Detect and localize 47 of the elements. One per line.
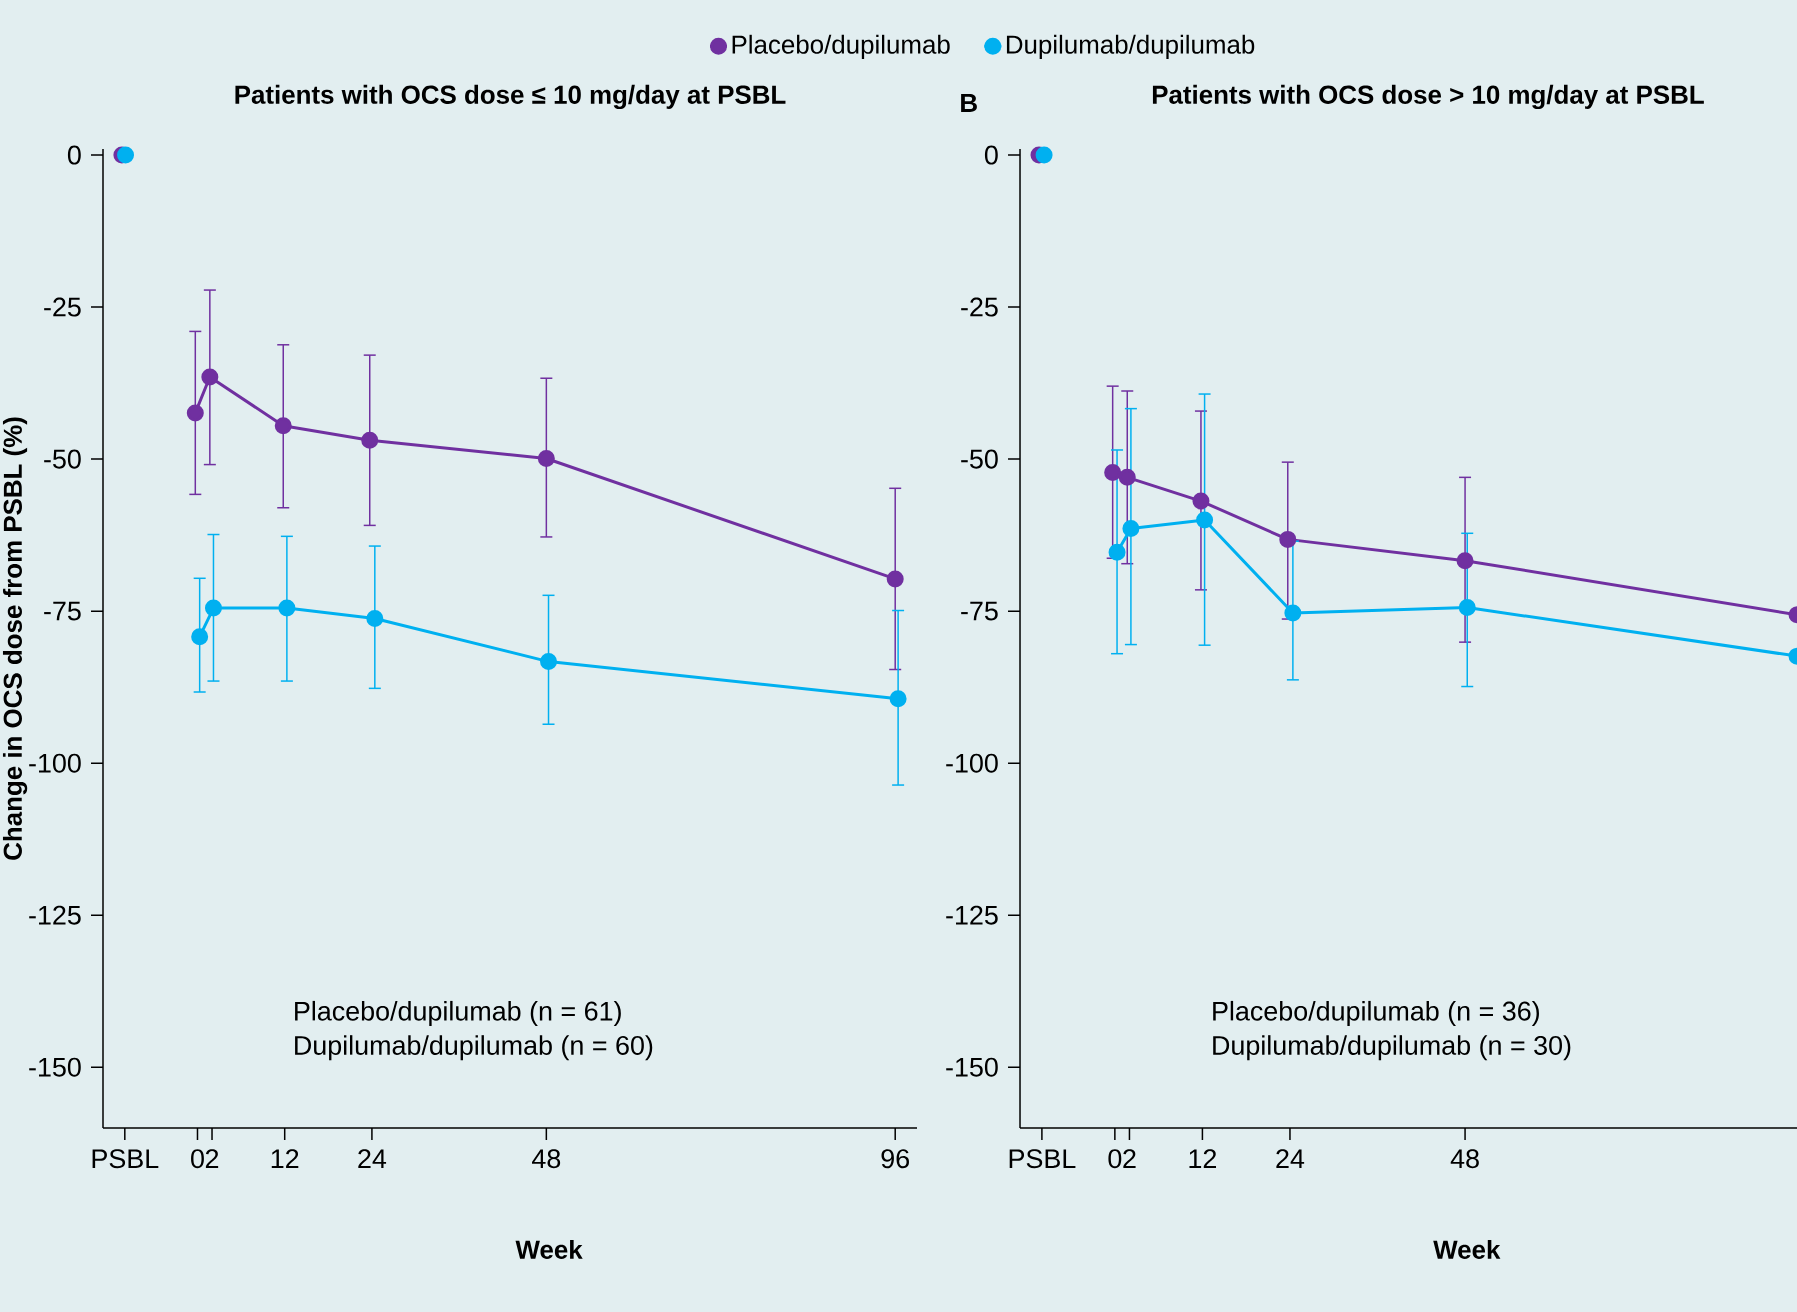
point [201, 368, 219, 386]
x-tick-label: 12 [1189, 1149, 1217, 1168]
y-tick-label: 0 [67, 145, 81, 165]
y-tick-label: -125 [946, 905, 998, 925]
point [361, 431, 379, 449]
point [537, 450, 555, 467]
x-tick-label: 0 [1108, 1149, 1122, 1169]
y-tick-label: -25 [961, 297, 998, 317]
y-tick-label: -25 [44, 297, 81, 317]
x-tick-label: 2 [1123, 1149, 1136, 1168]
x-tick-label: 12 [271, 1149, 299, 1168]
x-tick-label: PSBL [92, 1149, 159, 1169]
y-tick-label: -150 [946, 1057, 998, 1077]
annotation: Placebo/dupilumab (n = 61) [295, 1000, 621, 1026]
annotation: Placebo/dupilumab (n = 36) [1213, 1000, 1539, 1026]
point [117, 146, 135, 164]
y-tick-label: -100 [29, 753, 81, 773]
text: B [961, 94, 977, 112]
legend-label: Dupilumab/dupilumab [1006, 34, 1255, 59]
legend-label: Placebo/dupilumab [732, 34, 950, 59]
x-tick-label: 24 [358, 1149, 387, 1168]
chart-title: Patients with OCS dose > 10 mg/day at PSBL [1152, 84, 1704, 110]
point [274, 417, 292, 435]
point [186, 404, 204, 422]
x-axis-title: Week [515, 1239, 583, 1259]
annotation: Dupilumab/dupilumab (n = 30) [1213, 1035, 1571, 1061]
point [1035, 146, 1053, 164]
point [886, 570, 904, 588]
y-tick-label: -50 [44, 449, 81, 469]
x-axis-title: Week [1433, 1239, 1501, 1259]
annotation: Dupilumab/dupilumab (n = 60) [295, 1035, 653, 1061]
x-tick-label: 48 [1450, 1149, 1479, 1169]
x-tick-label: 96 [881, 1149, 909, 1169]
y-tick-label: -75 [961, 601, 998, 621]
x-tick-label: 0 [191, 1149, 204, 1169]
y-tick-label: -100 [946, 753, 998, 773]
x-tick-label: 2 [205, 1149, 219, 1168]
chart-title: Patients with OCS dose ≤ 10 mg/day at PSBL [235, 84, 786, 110]
x-tick-label: 48 [532, 1149, 561, 1169]
y-tick-label: -50 [961, 449, 998, 469]
y-tick-label: 0 [984, 145, 998, 165]
y-tick-label: -150 [29, 1057, 81, 1077]
y-axis-title: Change in OCS dose from PSBL (%) [2, 417, 28, 860]
x-tick-label: PSBL [1009, 1149, 1076, 1169]
y-tick-label: -125 [29, 905, 81, 925]
y-tick-label: -75 [44, 601, 81, 621]
x-tick-label: 24 [1276, 1149, 1305, 1168]
